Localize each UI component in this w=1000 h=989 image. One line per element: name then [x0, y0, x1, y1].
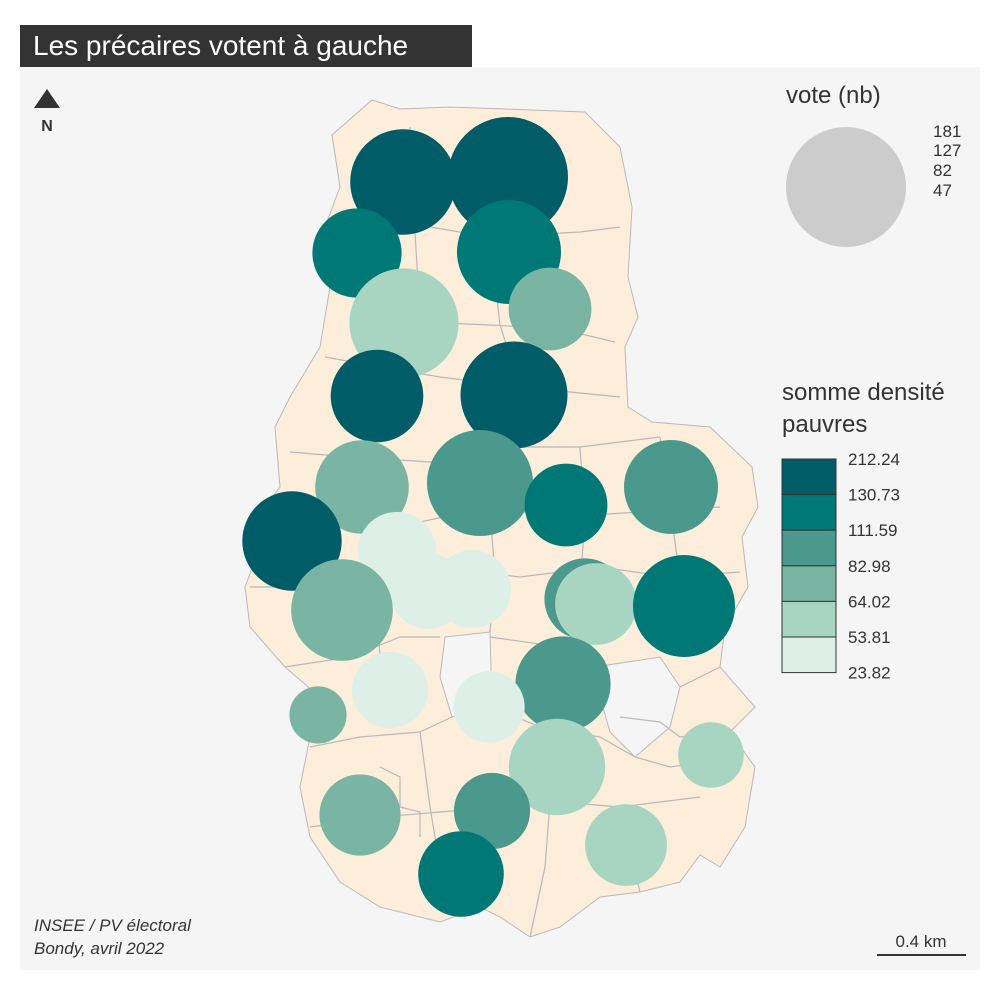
- vote-circle: [330, 349, 424, 443]
- boundary-line: [309, 716, 453, 748]
- north-label: N: [41, 118, 53, 135]
- color-legend: somme densité pauvres 212.24 130.73 111.59…: [781, 379, 945, 683]
- map-panel: N vote (nb) 181 127 82 47 somme densité …: [20, 67, 980, 970]
- vote-circle: [433, 550, 511, 628]
- color-legend-swatch: [781, 458, 837, 496]
- color-legend-break-label: 53.81: [848, 628, 891, 647]
- source-line2: Bondy, avril 2022: [34, 939, 165, 958]
- vote-circle: [453, 671, 525, 743]
- vote-circle: [315, 440, 409, 534]
- vote-circle: [427, 430, 533, 536]
- vote-circle: [291, 559, 393, 661]
- vote-circle: [242, 491, 342, 591]
- vote-circle: [460, 341, 568, 449]
- color-legend-swatch: [781, 636, 837, 674]
- size-legend-value: 82: [933, 161, 952, 180]
- scale-bar: 0.4 km: [877, 932, 966, 956]
- vote-circle: [319, 774, 401, 856]
- vote-circle: [633, 555, 735, 657]
- color-legend-break-label: 212.24: [848, 450, 900, 469]
- vote-circle: [418, 831, 504, 917]
- north-arrow: N: [34, 89, 60, 135]
- vote-circle: [508, 718, 606, 816]
- size-legend: vote (nb) 181 127 82 47: [786, 82, 961, 247]
- vote-circle: [289, 686, 347, 744]
- color-legend-break-label: 23.82: [848, 664, 891, 683]
- color-legend-labels: 212.24 130.73 111.59 82.98 64.02 53.81 23.82: [848, 450, 900, 683]
- color-legend-swatch: [781, 565, 837, 602]
- vote-circle: [453, 772, 531, 850]
- color-legend-boxes: [781, 458, 837, 674]
- color-legend-swatch: [781, 494, 837, 531]
- map-canvas: N vote (nb) 181 127 82 47 somme densité …: [34, 82, 966, 958]
- color-legend-title-line2: pauvres: [782, 411, 867, 438]
- color-legend-break-label: 64.02: [848, 592, 891, 611]
- boundary-line: [679, 666, 721, 688]
- source-note: INSEE / PV électoral Bondy, avril 2022: [34, 916, 192, 958]
- north-arrow-icon: [34, 89, 60, 108]
- color-legend-swatch: [781, 529, 837, 567]
- size-legend-title: vote (nb): [786, 82, 881, 109]
- size-legend-value: 47: [933, 181, 952, 200]
- vote-symbols: [242, 117, 744, 917]
- color-legend-swatch: [781, 600, 837, 638]
- size-legend-value: 181: [933, 122, 961, 141]
- vote-circle: [350, 129, 456, 235]
- color-legend-break-label: 130.73: [848, 486, 900, 505]
- vote-circle: [524, 463, 608, 547]
- color-legend-break-label: 111.59: [848, 521, 897, 540]
- source-line1: INSEE / PV électoral: [34, 916, 192, 935]
- size-legend-value: 127: [933, 141, 961, 160]
- map-title: Les précaires votent à gauche: [20, 25, 472, 67]
- vote-circle: [448, 117, 568, 237]
- vote-circle: [678, 722, 744, 788]
- vote-circle: [351, 651, 429, 729]
- vote-circle: [515, 636, 611, 732]
- vote-circle: [585, 804, 667, 886]
- color-legend-title-line1: somme densité: [782, 379, 945, 406]
- color-legend-break-label: 82.98: [848, 557, 891, 576]
- scale-bar-label: 0.4 km: [895, 932, 946, 951]
- vote-circle: [508, 267, 592, 351]
- boundary-line: [379, 766, 421, 837]
- vote-circle: [555, 563, 637, 645]
- vote-circle: [624, 440, 718, 534]
- size-legend-circle: [786, 127, 906, 247]
